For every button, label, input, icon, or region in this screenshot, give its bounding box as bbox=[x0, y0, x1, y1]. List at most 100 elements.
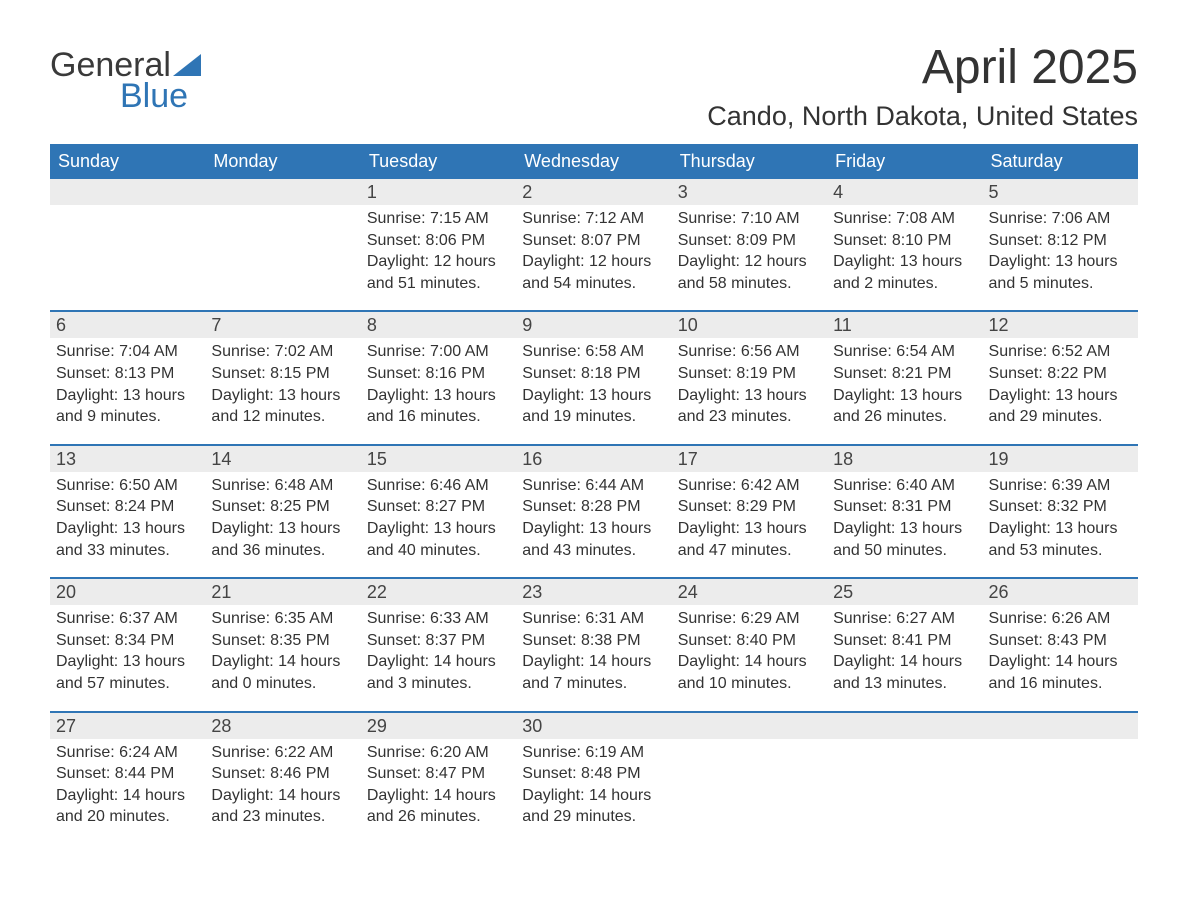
sunset-text: Sunset: 8:18 PM bbox=[522, 363, 665, 385]
week-row: 20Sunrise: 6:37 AMSunset: 8:34 PMDayligh… bbox=[50, 577, 1138, 696]
weekday-header: Thursday bbox=[672, 144, 827, 179]
sunrise-text: Sunrise: 7:02 AM bbox=[211, 341, 354, 363]
sunset-text: Sunset: 8:37 PM bbox=[367, 630, 510, 652]
sunrise-text: Sunrise: 7:12 AM bbox=[522, 208, 665, 230]
sunset-text: Sunset: 8:43 PM bbox=[989, 630, 1132, 652]
day-cell: 20Sunrise: 6:37 AMSunset: 8:34 PMDayligh… bbox=[50, 579, 205, 696]
day-number: 25 bbox=[827, 579, 982, 605]
week-row: 13Sunrise: 6:50 AMSunset: 8:24 PMDayligh… bbox=[50, 444, 1138, 563]
day-number: 15 bbox=[361, 446, 516, 472]
sunrise-text: Sunrise: 7:10 AM bbox=[678, 208, 821, 230]
sunrise-text: Sunrise: 6:39 AM bbox=[989, 475, 1132, 497]
sunset-text: Sunset: 8:35 PM bbox=[211, 630, 354, 652]
day-cell: 24Sunrise: 6:29 AMSunset: 8:40 PMDayligh… bbox=[672, 579, 827, 696]
daylight-text: Daylight: 13 hours and 26 minutes. bbox=[833, 385, 976, 428]
daylight-text: Daylight: 14 hours and 29 minutes. bbox=[522, 785, 665, 828]
week-row: 1Sunrise: 7:15 AMSunset: 8:06 PMDaylight… bbox=[50, 179, 1138, 296]
weekday-header: Saturday bbox=[983, 144, 1138, 179]
day-number: 21 bbox=[205, 579, 360, 605]
daylight-text: Daylight: 13 hours and 47 minutes. bbox=[678, 518, 821, 561]
day-number bbox=[205, 179, 360, 205]
day-cell: 16Sunrise: 6:44 AMSunset: 8:28 PMDayligh… bbox=[516, 446, 671, 563]
sunrise-text: Sunrise: 6:24 AM bbox=[56, 742, 199, 764]
sunrise-text: Sunrise: 6:31 AM bbox=[522, 608, 665, 630]
sunrise-text: Sunrise: 6:54 AM bbox=[833, 341, 976, 363]
month-title: April 2025 bbox=[707, 40, 1138, 95]
sunrise-text: Sunrise: 6:33 AM bbox=[367, 608, 510, 630]
day-cell: 4Sunrise: 7:08 AMSunset: 8:10 PMDaylight… bbox=[827, 179, 982, 296]
sunset-text: Sunset: 8:12 PM bbox=[989, 230, 1132, 252]
daylight-text: Daylight: 14 hours and 20 minutes. bbox=[56, 785, 199, 828]
daylight-text: Daylight: 14 hours and 3 minutes. bbox=[367, 651, 510, 694]
day-number: 30 bbox=[516, 713, 671, 739]
sunset-text: Sunset: 8:13 PM bbox=[56, 363, 199, 385]
daylight-text: Daylight: 13 hours and 33 minutes. bbox=[56, 518, 199, 561]
day-number: 19 bbox=[983, 446, 1138, 472]
daylight-text: Daylight: 14 hours and 7 minutes. bbox=[522, 651, 665, 694]
daylight-text: Daylight: 13 hours and 29 minutes. bbox=[989, 385, 1132, 428]
day-number: 8 bbox=[361, 312, 516, 338]
sunrise-text: Sunrise: 7:08 AM bbox=[833, 208, 976, 230]
daylight-text: Daylight: 13 hours and 36 minutes. bbox=[211, 518, 354, 561]
header: General Blue April 2025 Cando, North Dak… bbox=[50, 40, 1138, 140]
sunrise-text: Sunrise: 6:27 AM bbox=[833, 608, 976, 630]
daylight-text: Daylight: 13 hours and 23 minutes. bbox=[678, 385, 821, 428]
day-number: 17 bbox=[672, 446, 827, 472]
sunrise-text: Sunrise: 6:48 AM bbox=[211, 475, 354, 497]
sunset-text: Sunset: 8:44 PM bbox=[56, 763, 199, 785]
day-number: 11 bbox=[827, 312, 982, 338]
sunset-text: Sunset: 8:31 PM bbox=[833, 496, 976, 518]
sunset-text: Sunset: 8:22 PM bbox=[989, 363, 1132, 385]
day-number bbox=[50, 179, 205, 205]
sunrise-text: Sunrise: 6:35 AM bbox=[211, 608, 354, 630]
day-cell bbox=[827, 713, 982, 830]
sunrise-text: Sunrise: 6:44 AM bbox=[522, 475, 665, 497]
day-number: 29 bbox=[361, 713, 516, 739]
sunset-text: Sunset: 8:38 PM bbox=[522, 630, 665, 652]
sunrise-text: Sunrise: 6:37 AM bbox=[56, 608, 199, 630]
sunrise-text: Sunrise: 7:04 AM bbox=[56, 341, 199, 363]
week-row: 6Sunrise: 7:04 AMSunset: 8:13 PMDaylight… bbox=[50, 310, 1138, 429]
daylight-text: Daylight: 13 hours and 57 minutes. bbox=[56, 651, 199, 694]
sunset-text: Sunset: 8:16 PM bbox=[367, 363, 510, 385]
sunrise-text: Sunrise: 6:46 AM bbox=[367, 475, 510, 497]
week-row: 27Sunrise: 6:24 AMSunset: 8:44 PMDayligh… bbox=[50, 711, 1138, 830]
day-cell: 19Sunrise: 6:39 AMSunset: 8:32 PMDayligh… bbox=[983, 446, 1138, 563]
sunset-text: Sunset: 8:48 PM bbox=[522, 763, 665, 785]
day-number: 3 bbox=[672, 179, 827, 205]
day-cell: 11Sunrise: 6:54 AMSunset: 8:21 PMDayligh… bbox=[827, 312, 982, 429]
sunrise-text: Sunrise: 6:52 AM bbox=[989, 341, 1132, 363]
sunrise-text: Sunrise: 7:00 AM bbox=[367, 341, 510, 363]
sunrise-text: Sunrise: 6:19 AM bbox=[522, 742, 665, 764]
calendar-grid: Sunday Monday Tuesday Wednesday Thursday… bbox=[50, 144, 1138, 830]
day-cell: 2Sunrise: 7:12 AMSunset: 8:07 PMDaylight… bbox=[516, 179, 671, 296]
day-cell: 18Sunrise: 6:40 AMSunset: 8:31 PMDayligh… bbox=[827, 446, 982, 563]
daylight-text: Daylight: 14 hours and 0 minutes. bbox=[211, 651, 354, 694]
day-number: 10 bbox=[672, 312, 827, 338]
sunset-text: Sunset: 8:46 PM bbox=[211, 763, 354, 785]
weekday-header: Sunday bbox=[50, 144, 205, 179]
day-number: 1 bbox=[361, 179, 516, 205]
daylight-text: Daylight: 14 hours and 23 minutes. bbox=[211, 785, 354, 828]
daylight-text: Daylight: 14 hours and 10 minutes. bbox=[678, 651, 821, 694]
day-cell: 25Sunrise: 6:27 AMSunset: 8:41 PMDayligh… bbox=[827, 579, 982, 696]
daylight-text: Daylight: 13 hours and 40 minutes. bbox=[367, 518, 510, 561]
daylight-text: Daylight: 13 hours and 16 minutes. bbox=[367, 385, 510, 428]
day-cell: 26Sunrise: 6:26 AMSunset: 8:43 PMDayligh… bbox=[983, 579, 1138, 696]
sunset-text: Sunset: 8:40 PM bbox=[678, 630, 821, 652]
sunset-text: Sunset: 8:09 PM bbox=[678, 230, 821, 252]
sunset-text: Sunset: 8:10 PM bbox=[833, 230, 976, 252]
daylight-text: Daylight: 13 hours and 2 minutes. bbox=[833, 251, 976, 294]
sunrise-text: Sunrise: 6:50 AM bbox=[56, 475, 199, 497]
sunrise-text: Sunrise: 7:06 AM bbox=[989, 208, 1132, 230]
sunset-text: Sunset: 8:29 PM bbox=[678, 496, 821, 518]
day-cell: 10Sunrise: 6:56 AMSunset: 8:19 PMDayligh… bbox=[672, 312, 827, 429]
sunset-text: Sunset: 8:41 PM bbox=[833, 630, 976, 652]
sunset-text: Sunset: 8:24 PM bbox=[56, 496, 199, 518]
day-cell bbox=[50, 179, 205, 296]
logo-text-blue: Blue bbox=[120, 77, 188, 115]
location-title: Cando, North Dakota, United States bbox=[707, 101, 1138, 132]
day-number: 9 bbox=[516, 312, 671, 338]
sunset-text: Sunset: 8:25 PM bbox=[211, 496, 354, 518]
logo: General Blue bbox=[50, 40, 201, 116]
